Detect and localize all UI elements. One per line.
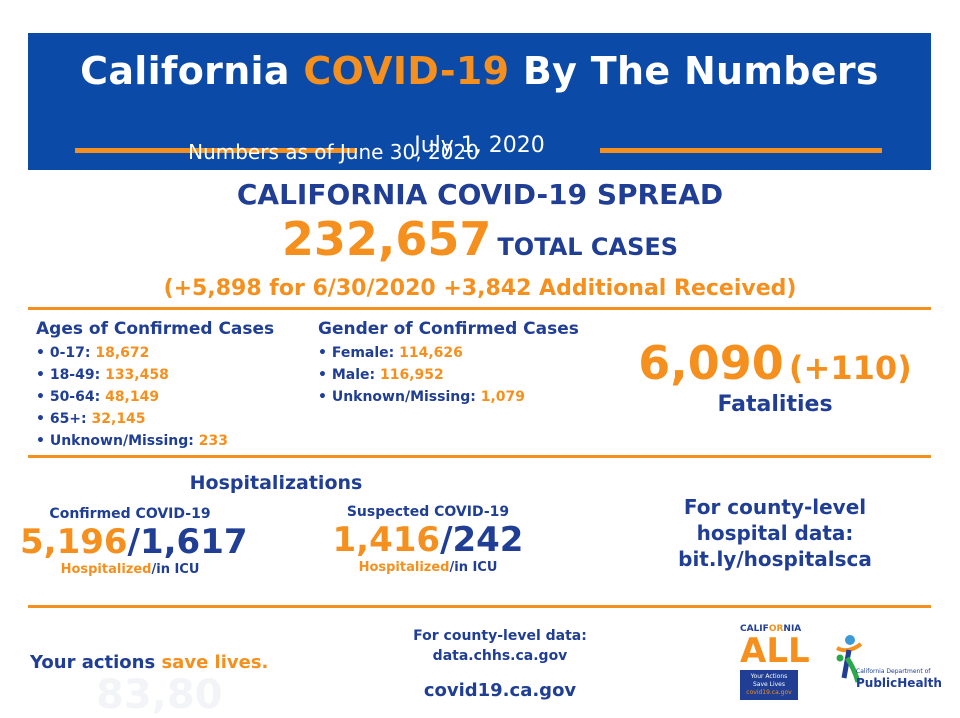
- public-health-figure-icon: [836, 635, 863, 683]
- fatalities-count: 6,090: [638, 336, 784, 390]
- header-banner: California COVID-19 By The Numbers July …: [28, 33, 931, 170]
- suspected-label: Suspected COVID-19: [346, 504, 510, 520]
- suspected-hospitalized: 1,416: [332, 520, 441, 560]
- list-item: • Unknown/Missing: 1,079: [318, 389, 526, 405]
- fatalities-section: 6,090 (+110) Fatalities: [610, 336, 940, 417]
- divider: [28, 307, 931, 310]
- county-hospital-info: For county-level hospital data: bit.ly/h…: [660, 494, 890, 572]
- confirmed-hospitalized: 5,196: [20, 522, 128, 562]
- header-rule-right: [600, 148, 882, 153]
- gender-section: Gender of Confirmed Cases • Female: 114,…: [318, 318, 579, 408]
- county-data-link[interactable]: data.chhs.ca.gov: [432, 648, 568, 664]
- as-of-date: Numbers as of June 30, 2020: [188, 140, 479, 164]
- confirmed-label: Confirmed COVID-19: [49, 506, 211, 522]
- cases-delta: (+5,898 for 6/30/2020 +3,842 Additional …: [163, 276, 797, 301]
- gender-title: Gender of Confirmed Cases: [318, 319, 579, 339]
- tagline: Your actions save lives.: [30, 652, 269, 673]
- california-all-logo: CALIFORNIA ALL Your Actions Save Lives c…: [740, 624, 810, 700]
- website-link[interactable]: covid19.ca.gov: [423, 680, 577, 701]
- divider: [28, 455, 931, 458]
- title-highlight: COVID-19: [303, 49, 510, 93]
- list-item: • Male: 116,952: [318, 367, 444, 383]
- suspected-icu: 242: [452, 520, 524, 560]
- ages-title: Ages of Confirmed Cases: [36, 319, 275, 339]
- total-cases-number: 232,657: [281, 212, 492, 266]
- total-cases-label: TOTAL CASES: [497, 233, 679, 261]
- list-item: • Female: 114,626: [318, 345, 463, 361]
- fatalities-label: Fatalities: [717, 392, 833, 417]
- list-item: • 65+: 32,145: [36, 411, 146, 427]
- list-item: • 18-49: 133,458: [36, 367, 169, 383]
- spread-title: CALIFORNIA COVID-19 SPREAD: [236, 178, 724, 211]
- header-rule-left: [75, 148, 357, 153]
- watermark-number: 83,80: [96, 672, 223, 718]
- divider: [28, 605, 931, 608]
- footer-links: For county-level data: data.chhs.ca.gov …: [380, 626, 620, 701]
- ages-section: Ages of Confirmed Cases • 0-17: 18,672 •…: [36, 318, 274, 452]
- hospital-data-link[interactable]: bit.ly/hospitalsca: [678, 547, 872, 571]
- cdph-logo: California Department of PublicHealth: [834, 628, 942, 698]
- suspected-hospitalizations: Suspected COVID-19 1,416/242 Hospitalize…: [318, 504, 538, 575]
- report-date: July 1, 2020: [414, 133, 545, 158]
- confirmed-hospitalizations: Confirmed COVID-19 5,196/1,617 Hospitali…: [20, 506, 248, 577]
- list-item: • 0-17: 18,672: [36, 345, 150, 361]
- page-title: California COVID-19 By The Numbers: [80, 49, 879, 93]
- list-item: • Unknown/Missing: 233: [36, 433, 228, 449]
- fatalities-increase: (+110): [788, 349, 912, 387]
- total-cases: 232,657 TOTAL CASES: [0, 212, 960, 266]
- confirmed-icu: 1,617: [139, 522, 248, 562]
- list-item: • 50-64: 48,149: [36, 389, 160, 405]
- hospitalizations-title: Hospitalizations: [189, 472, 363, 494]
